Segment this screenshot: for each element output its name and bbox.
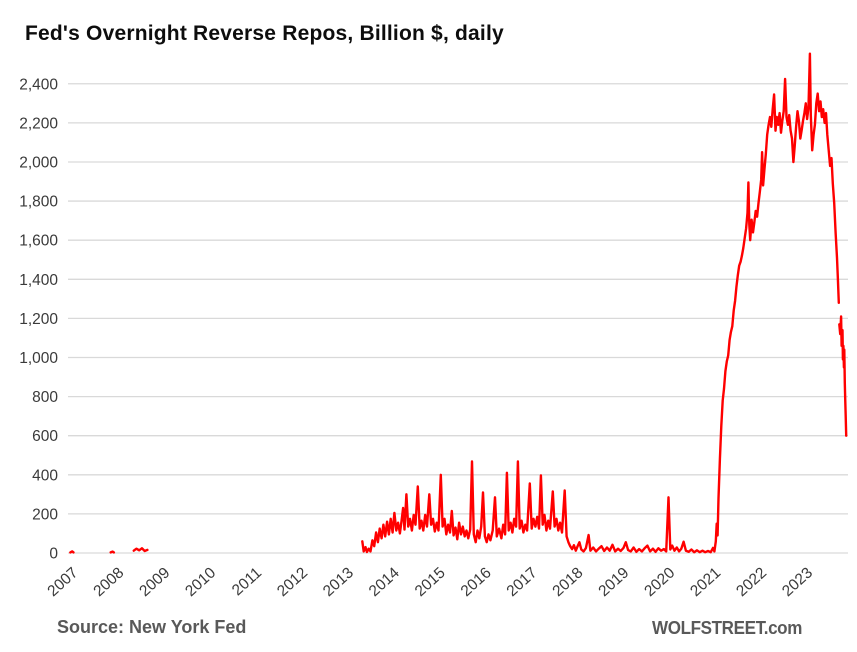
data-line-series (361, 52, 840, 554)
data-line-series (109, 550, 116, 554)
y-axis-tick-label: 2,400 (19, 76, 58, 93)
chart-footer: Source: New York Fed WOLFSTREET.com (0, 617, 857, 647)
x-axis-tick-label: 2021 (687, 564, 724, 600)
x-axis-tick-label: 2008 (90, 564, 127, 600)
y-axis-tick-label: 1,000 (19, 350, 58, 367)
y-axis-tick-label: 1,400 (19, 272, 58, 289)
x-axis-tick-label: 2009 (136, 564, 173, 600)
x-axis-tick-label: 2019 (595, 564, 632, 600)
y-axis-tick-label: 600 (32, 428, 58, 445)
x-axis-tick-label: 2016 (458, 564, 495, 600)
y-axis-tick-label: 1,800 (19, 194, 58, 211)
source-note: Source: New York Fed (57, 617, 247, 637)
x-axis-tick-label: 2014 (366, 564, 403, 600)
y-axis-tick-label: 800 (32, 389, 58, 406)
x-axis-tick-label: 2011 (229, 564, 265, 599)
brand-logo-text: WOLFSTREET.com (652, 617, 802, 638)
x-axis-tick-label: 2013 (320, 564, 357, 600)
y-axis-tick-label: 1,600 (19, 233, 58, 250)
x-axis-tick-label: 2018 (549, 564, 586, 600)
data-line-series (69, 550, 75, 554)
chart-title: Fed's Overnight Reverse Repos, Billion $… (25, 22, 504, 45)
x-axis-tick-label: 2020 (641, 564, 678, 600)
x-axis-tick-label: 2015 (412, 564, 449, 600)
x-axis-tick-label: 2007 (44, 564, 81, 600)
x-axis-tick-label: 2017 (504, 564, 541, 600)
y-axis-tick-label: 200 (32, 506, 58, 523)
y-axis-tick-label: 1,200 (19, 311, 58, 328)
x-axis-tick-label: 2022 (733, 564, 770, 600)
y-axis-tick-label: 0 (49, 546, 58, 563)
y-axis-tick-label: 2,200 (19, 115, 58, 132)
data-line-series (132, 547, 149, 553)
data-line-series (838, 315, 848, 437)
x-axis-tick-label: 2010 (182, 564, 219, 600)
x-axis-tick-label: 2023 (779, 564, 816, 600)
y-axis-tick-label: 2,000 (19, 154, 58, 171)
y-axis-tick-label: 400 (32, 467, 58, 484)
x-axis-tick-label: 2012 (274, 564, 311, 600)
